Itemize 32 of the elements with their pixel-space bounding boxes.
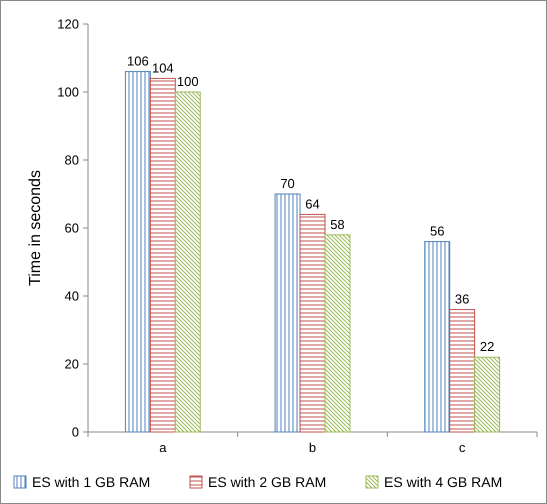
y-tick-label: 60: [64, 220, 79, 236]
bar: [274, 194, 301, 432]
legend-label: ES with 4 GB RAM: [384, 474, 502, 490]
legend-label: ES with 2 GB RAM: [208, 474, 326, 490]
x-tick-label: a: [159, 440, 168, 455]
bar: [124, 71, 151, 432]
x-tick-label: c: [458, 440, 466, 455]
data-label: 104: [152, 60, 174, 76]
x-tick-label: b: [308, 440, 316, 455]
data-label: 36: [454, 292, 470, 307]
y-tick-label: 40: [64, 288, 79, 304]
bar: [474, 356, 500, 432]
bar: [150, 78, 176, 432]
y-tick-label: 20: [64, 356, 79, 372]
data-label: 106: [127, 54, 149, 69]
data-label: 64: [305, 196, 320, 212]
bar: [449, 309, 476, 432]
bar: [174, 92, 201, 432]
y-tick-label: 80: [64, 152, 79, 168]
y-axis-title: Time in seconds: [27, 170, 44, 286]
y-tick-label: 120: [57, 16, 79, 32]
data-label: 70: [280, 176, 295, 191]
bar: [324, 234, 350, 432]
legend-label: ES with 1 GB RAM: [32, 474, 150, 490]
bar: [424, 241, 450, 432]
data-label: 22: [480, 339, 494, 354]
y-tick-label: 0: [72, 424, 79, 440]
data-label: 100: [176, 74, 199, 89]
data-label: 58: [330, 216, 345, 232]
data-label: 56: [430, 224, 444, 239]
bar: [300, 214, 326, 432]
y-tick-label: 100: [57, 84, 79, 100]
